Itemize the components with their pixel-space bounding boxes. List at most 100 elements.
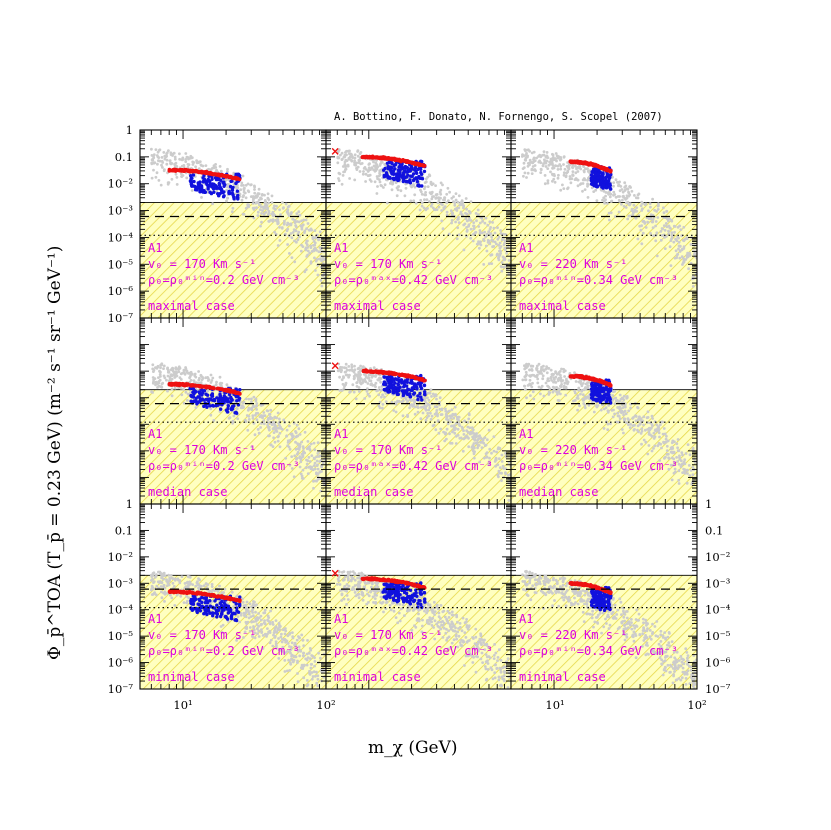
scan-point bbox=[247, 406, 251, 410]
blue-point bbox=[590, 382, 594, 386]
scan-point bbox=[357, 158, 361, 162]
scan-point bbox=[447, 199, 450, 203]
scan-point bbox=[294, 440, 297, 444]
scan-point bbox=[660, 446, 663, 450]
blue-point bbox=[200, 393, 204, 397]
scan-point bbox=[272, 206, 276, 210]
scan-point bbox=[523, 158, 527, 162]
scan-point bbox=[363, 397, 367, 400]
scan-point bbox=[546, 181, 550, 185]
blue-point bbox=[228, 184, 233, 189]
scan-point bbox=[450, 221, 453, 225]
blue-point bbox=[420, 398, 424, 402]
scan-point bbox=[185, 155, 189, 159]
blue-point bbox=[398, 171, 402, 175]
scan-point bbox=[568, 177, 572, 181]
scan-point bbox=[486, 223, 490, 227]
scan-point bbox=[437, 199, 441, 203]
scan-point bbox=[369, 379, 373, 383]
scan-point bbox=[691, 448, 695, 452]
scan-point bbox=[665, 434, 668, 438]
scan-point bbox=[366, 382, 370, 385]
scan-point bbox=[346, 164, 350, 168]
scan-point bbox=[532, 397, 536, 401]
red-point bbox=[170, 382, 175, 386]
scan-point bbox=[661, 432, 665, 436]
scan-point bbox=[276, 244, 280, 247]
scan-point bbox=[348, 152, 351, 156]
scan-point bbox=[178, 152, 181, 156]
scan-point bbox=[647, 430, 651, 434]
scan-point bbox=[421, 411, 425, 415]
scan-point bbox=[477, 225, 481, 228]
blue-point bbox=[230, 188, 235, 192]
red-point bbox=[420, 163, 425, 167]
scan-point bbox=[250, 408, 254, 411]
scan-point bbox=[420, 389, 423, 393]
scan-point bbox=[350, 363, 354, 367]
scan-point bbox=[543, 174, 547, 177]
case-label: maximal case bbox=[334, 299, 421, 313]
blue-point bbox=[416, 183, 420, 188]
scan-point bbox=[655, 210, 658, 213]
scan-point bbox=[437, 205, 441, 209]
blue-point bbox=[415, 179, 420, 184]
scan-point bbox=[668, 245, 672, 249]
blue-point bbox=[234, 410, 238, 415]
scan-point bbox=[430, 182, 434, 186]
scan-point bbox=[651, 220, 655, 224]
blue-point bbox=[408, 167, 413, 171]
scan-point bbox=[471, 435, 474, 439]
scan-point bbox=[575, 178, 579, 182]
scan-point bbox=[303, 270, 307, 274]
scan-point bbox=[166, 367, 169, 371]
scan-point bbox=[249, 183, 253, 187]
scan-point bbox=[409, 199, 413, 203]
scan-point bbox=[664, 455, 667, 459]
scan-point bbox=[559, 167, 563, 171]
scan-point bbox=[444, 407, 447, 411]
red-point bbox=[204, 169, 209, 174]
scan-point bbox=[277, 422, 281, 425]
scan-point bbox=[423, 181, 427, 185]
scan-point bbox=[462, 429, 465, 433]
scan-point bbox=[159, 375, 162, 378]
scan-point bbox=[155, 366, 159, 370]
scan-point bbox=[490, 451, 493, 455]
scan-point bbox=[430, 202, 434, 206]
scan-point bbox=[394, 181, 398, 185]
scan-point bbox=[488, 227, 492, 231]
red-point bbox=[409, 375, 414, 379]
scan-point bbox=[680, 255, 684, 259]
red-points bbox=[568, 373, 613, 388]
scan-point bbox=[438, 400, 441, 404]
scan-point bbox=[282, 222, 286, 226]
scan-point bbox=[677, 462, 681, 466]
scan-point bbox=[481, 219, 484, 223]
scan-point bbox=[454, 434, 458, 438]
scan-point bbox=[212, 419, 216, 422]
scan-point bbox=[637, 192, 641, 196]
red-point bbox=[385, 371, 389, 375]
scan-point bbox=[310, 454, 314, 457]
scan-point bbox=[195, 159, 199, 163]
scan-point bbox=[476, 446, 479, 450]
red-point bbox=[581, 161, 585, 165]
scan-point bbox=[348, 177, 351, 180]
scan-point bbox=[384, 400, 388, 404]
scan-point bbox=[522, 174, 525, 178]
scan-point bbox=[641, 231, 645, 235]
scan-point bbox=[428, 191, 432, 195]
scan-point bbox=[351, 156, 354, 160]
scan-point bbox=[658, 435, 661, 439]
scan-point bbox=[357, 161, 361, 165]
scan-point bbox=[431, 195, 434, 199]
scan-point bbox=[279, 426, 282, 430]
scan-point bbox=[530, 172, 534, 176]
scan-point bbox=[556, 392, 559, 396]
scan-point bbox=[378, 164, 382, 167]
scan-point bbox=[206, 389, 210, 393]
scan-point bbox=[165, 151, 169, 155]
scan-point bbox=[267, 210, 271, 213]
